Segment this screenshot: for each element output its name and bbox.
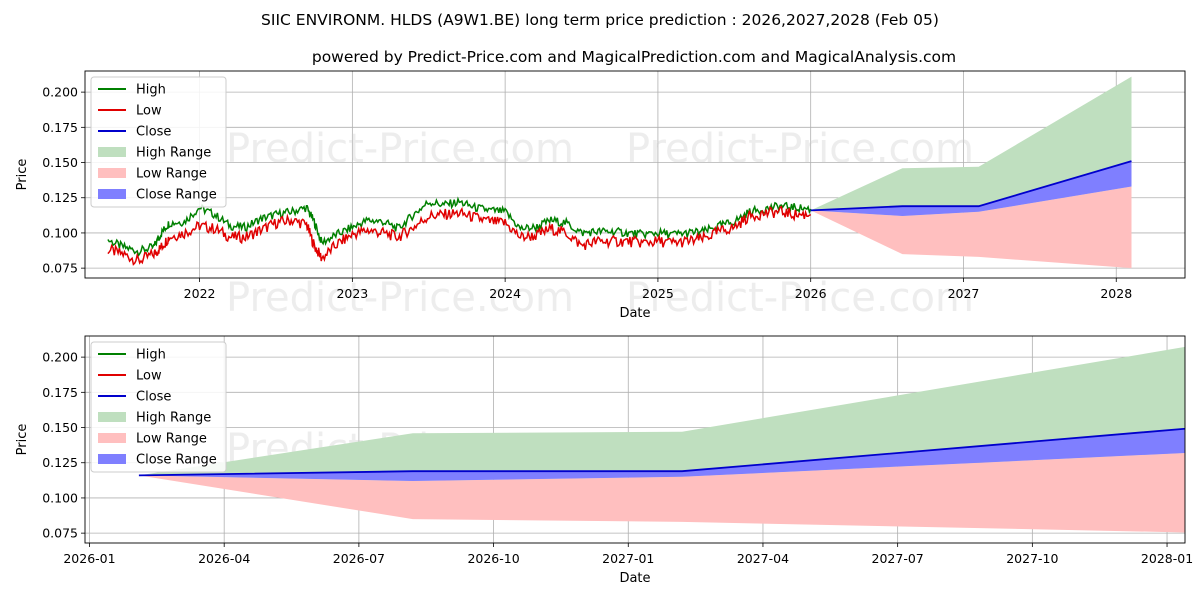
bottom-chart-panel: Predict-Price.comPredict-Price.com0.0750… [15, 335, 1193, 586]
legend-label: Low Range [136, 432, 207, 447]
x-axis-label: Date [619, 571, 650, 586]
y-axis-label: Price [15, 424, 30, 456]
y-tick-label: 0.150 [42, 155, 78, 170]
legend-swatch [98, 433, 126, 443]
low-range-band [138, 452, 1185, 533]
y-tick-label: 0.075 [42, 526, 78, 541]
x-tick-label: 2027 [948, 286, 980, 301]
legend-label: Close [136, 125, 171, 140]
legend-label: Close Range [136, 453, 217, 468]
y-tick-label: 0.175 [42, 120, 78, 135]
y-tick-label: 0.150 [42, 420, 78, 435]
chart-subtitle: powered by Predict-Price.com and Magical… [312, 48, 956, 66]
y-tick-label: 0.075 [42, 261, 78, 276]
axes-frame [84, 335, 1186, 544]
legend-swatch [98, 168, 126, 178]
close-line [138, 427, 1185, 477]
low-range-band [810, 186, 1132, 269]
legend-label: Close [136, 390, 171, 405]
low-line [107, 205, 812, 266]
y-tick-label: 0.100 [42, 225, 78, 240]
y-tick-label: 0.125 [42, 190, 78, 205]
axes-frame [84, 70, 1186, 279]
legend-label: High Range [136, 146, 211, 161]
x-tick-label: 2026 [795, 286, 827, 301]
y-axis-label: Price [15, 159, 30, 191]
x-tick-label: 2027-10 [1006, 551, 1058, 566]
close-range-band [138, 428, 1185, 481]
high-line [107, 196, 812, 258]
legend-label: High [136, 83, 166, 98]
legend-swatch [98, 147, 126, 157]
y-tick-label: 0.200 [42, 85, 78, 100]
legend-label: High Range [136, 411, 211, 426]
legend: High Low Close High Range Low Range Close Ran… [90, 341, 227, 473]
high-range-band [810, 76, 1132, 216]
plot-area [107, 76, 1132, 269]
x-tick-label: 2026-04 [198, 551, 250, 566]
watermark-text: Predict-Price.com [226, 126, 574, 172]
x-tick-label: 2027-07 [872, 551, 924, 566]
legend-swatch [98, 454, 126, 464]
y-tick-label: 0.125 [42, 455, 78, 470]
close-line [810, 160, 1132, 212]
legend-swatch [98, 412, 126, 422]
watermark-text: Predict-Price.com [626, 126, 974, 172]
x-tick-label: 2026-10 [467, 551, 519, 566]
legend-label: Low Range [136, 167, 207, 182]
x-tick-label: 2026-01 [63, 551, 115, 566]
plot-area [138, 346, 1185, 533]
y-tick-label: 0.200 [42, 350, 78, 365]
close-range-band [810, 161, 1132, 216]
watermark-text: Predict-Price.com [226, 275, 574, 321]
x-tick-label: 2028 [1100, 286, 1132, 301]
y-tick-label: 0.175 [42, 385, 78, 400]
legend: High Low Close High Range Low Range Close Ran… [90, 76, 227, 208]
x-tick-label: 2025 [642, 286, 674, 301]
legend-label: High [136, 348, 166, 363]
legend-label: Low [136, 369, 162, 384]
legend-label: Low [136, 104, 162, 119]
watermark-text: Predict-Price.com [626, 275, 974, 321]
x-tick-label: 2028-01 [1141, 551, 1193, 566]
x-tick-label: 2022 [184, 286, 216, 301]
chart-title: SIIC ENVIRONM. HLDS (A9W1.BE) long term … [261, 11, 939, 29]
x-tick-label: 2026-07 [333, 551, 385, 566]
x-tick-label: 2027-01 [602, 551, 654, 566]
x-tick-label: 2027-04 [737, 551, 789, 566]
high-range-band [138, 346, 1185, 481]
x-axis-label: Date [619, 306, 650, 321]
y-tick-label: 0.100 [42, 490, 78, 505]
x-tick-label: 2023 [336, 286, 368, 301]
legend-label: Close Range [136, 188, 217, 203]
top-chart-panel: Predict-Price.com Predict-Price.com Predic… [15, 70, 1186, 321]
x-tick-label: 2024 [489, 286, 521, 301]
legend-swatch [98, 189, 126, 199]
